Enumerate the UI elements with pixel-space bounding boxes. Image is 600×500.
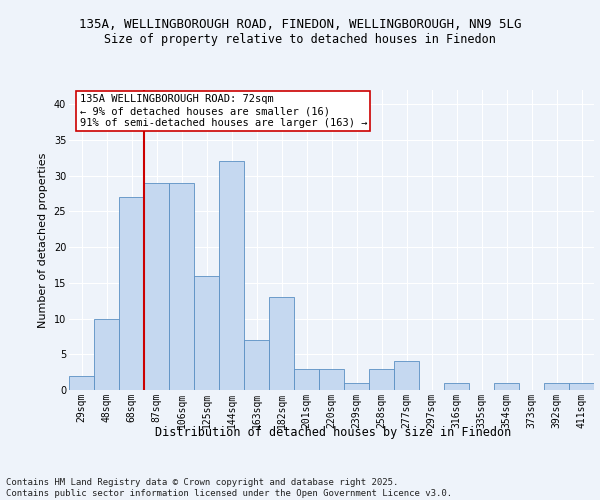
Bar	[269, 297, 294, 390]
Bar	[494, 383, 519, 390]
Bar	[194, 276, 219, 390]
Bar	[394, 362, 419, 390]
Text: 135A WELLINGBOROUGH ROAD: 72sqm
← 9% of detached houses are smaller (16)
91% of : 135A WELLINGBOROUGH ROAD: 72sqm ← 9% of …	[79, 94, 367, 128]
Bar	[369, 368, 394, 390]
Bar	[444, 383, 469, 390]
Bar	[319, 368, 344, 390]
Text: Contains HM Land Registry data © Crown copyright and database right 2025.
Contai: Contains HM Land Registry data © Crown c…	[6, 478, 452, 498]
Y-axis label: Number of detached properties: Number of detached properties	[38, 152, 48, 328]
Bar	[344, 383, 369, 390]
Bar	[69, 376, 94, 390]
Bar	[144, 183, 169, 390]
Bar	[169, 183, 194, 390]
Bar	[569, 383, 594, 390]
Bar	[219, 162, 244, 390]
Bar	[94, 318, 119, 390]
Text: 135A, WELLINGBOROUGH ROAD, FINEDON, WELLINGBOROUGH, NN9 5LG: 135A, WELLINGBOROUGH ROAD, FINEDON, WELL…	[79, 18, 521, 30]
Bar	[119, 197, 144, 390]
Bar	[544, 383, 569, 390]
Text: Distribution of detached houses by size in Finedon: Distribution of detached houses by size …	[155, 426, 511, 439]
Bar	[294, 368, 319, 390]
Bar	[244, 340, 269, 390]
Text: Size of property relative to detached houses in Finedon: Size of property relative to detached ho…	[104, 32, 496, 46]
